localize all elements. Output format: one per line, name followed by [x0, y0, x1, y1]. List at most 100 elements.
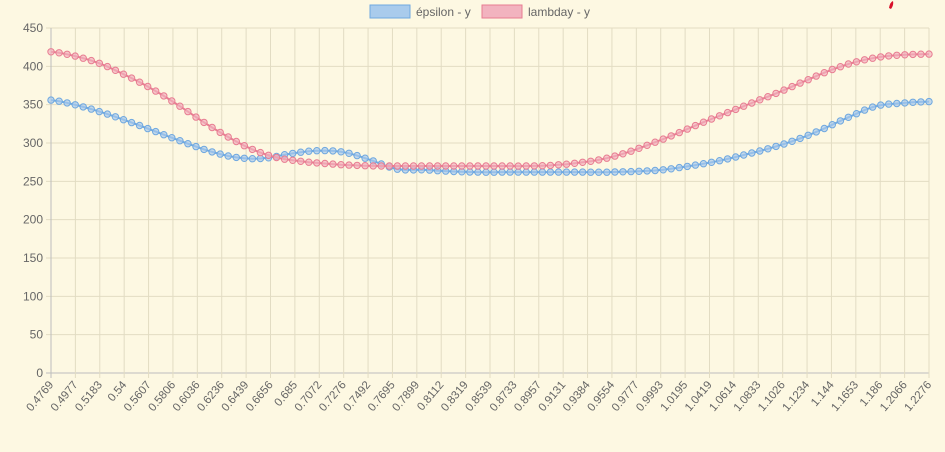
- data-point: [144, 124, 152, 133]
- data-point: [740, 151, 748, 159]
- data-point: [538, 162, 547, 170]
- x-tick-label: 0.6656: [244, 379, 276, 414]
- data-point: [409, 162, 418, 170]
- data-point: [796, 79, 804, 87]
- data-point: [490, 162, 498, 170]
- data-point: [643, 141, 651, 150]
- data-point: [715, 157, 724, 165]
- data-point: [852, 58, 861, 66]
- data-point: [675, 128, 683, 137]
- data-point: [289, 149, 297, 158]
- data-point: [184, 107, 192, 116]
- legend-item-lambday[interactable]: lambday - y: [481, 4, 590, 19]
- data-point: [144, 82, 152, 91]
- data-point: [603, 168, 611, 176]
- data-point: [63, 50, 71, 58]
- data-point: [466, 168, 474, 176]
- data-point: [820, 124, 828, 133]
- data-point: [313, 159, 321, 167]
- legend-swatch-lambday: [481, 4, 523, 19]
- data-point: [353, 151, 361, 160]
- data-point: [796, 134, 804, 143]
- data-point: [860, 56, 869, 64]
- data-point: [240, 154, 249, 163]
- data-point: [337, 161, 345, 169]
- data-point: [232, 137, 241, 146]
- data-point: [103, 62, 112, 71]
- data-point: [530, 162, 538, 170]
- data-point: [232, 153, 241, 162]
- data-point: [611, 168, 619, 176]
- data-point: [224, 152, 232, 160]
- data-point: [877, 53, 885, 61]
- data-point: [538, 168, 547, 176]
- data-point: [369, 162, 377, 170]
- data-point: [192, 142, 200, 151]
- data-point: [329, 147, 337, 155]
- data-point: [691, 121, 700, 130]
- data-point: [675, 163, 683, 172]
- data-point: [401, 162, 410, 170]
- data-point: [224, 133, 232, 141]
- data-point: [289, 156, 297, 165]
- data-point: [47, 48, 55, 56]
- data-point: [909, 50, 917, 59]
- data-point: [192, 113, 200, 121]
- data-point: [385, 162, 393, 170]
- legend-item-epsilon[interactable]: épsilon - y: [369, 4, 471, 19]
- data-point: [393, 162, 402, 170]
- data-point: [425, 162, 434, 170]
- y-tick-label: 400: [23, 59, 43, 73]
- data-point: [95, 107, 104, 116]
- data-point: [506, 168, 514, 176]
- data-point: [168, 134, 176, 142]
- data-point: [176, 102, 184, 110]
- data-point: [595, 168, 603, 176]
- data-point: [772, 142, 780, 151]
- data-point: [450, 162, 458, 170]
- data-point: [200, 145, 208, 154]
- data-point: [474, 168, 482, 176]
- data-point: [345, 149, 353, 158]
- data-point: [683, 125, 691, 133]
- x-tick-label: 0.7899: [390, 379, 422, 414]
- y-tick-label: 0: [36, 366, 43, 380]
- data-point: [111, 66, 120, 75]
- data-point: [248, 155, 257, 163]
- data-point: [546, 161, 555, 170]
- data-point: [836, 62, 845, 71]
- data-point: [587, 168, 595, 176]
- data-point: [490, 168, 498, 176]
- data-point: [264, 151, 273, 160]
- data-point: [868, 103, 877, 111]
- data-point: [377, 162, 385, 170]
- data-point: [667, 132, 675, 140]
- data-point: [337, 148, 345, 156]
- data-point: [71, 101, 79, 109]
- data-point: [917, 98, 925, 106]
- data-point: [868, 54, 877, 62]
- data-point: [707, 115, 716, 123]
- legend-label-epsilon: épsilon - y: [416, 5, 471, 19]
- data-point: [554, 161, 563, 169]
- data-point: [135, 121, 144, 130]
- data-point: [119, 116, 128, 124]
- data-point: [836, 117, 845, 125]
- data-point: [498, 168, 506, 176]
- data-point: [417, 162, 426, 170]
- data-point: [901, 51, 909, 59]
- data-point: [667, 165, 675, 173]
- data-point: [297, 148, 305, 156]
- data-point: [345, 161, 353, 169]
- data-point: [627, 167, 635, 176]
- data-point: [748, 99, 756, 107]
- data-point: [780, 86, 788, 94]
- data-point: [643, 167, 651, 175]
- data-point: [208, 123, 216, 132]
- data-point: [877, 101, 885, 109]
- y-tick-label: 100: [23, 289, 43, 303]
- data-point: [860, 106, 869, 114]
- series-lambday: [47, 48, 933, 170]
- legend[interactable]: épsilon - y lambday - y: [369, 4, 590, 19]
